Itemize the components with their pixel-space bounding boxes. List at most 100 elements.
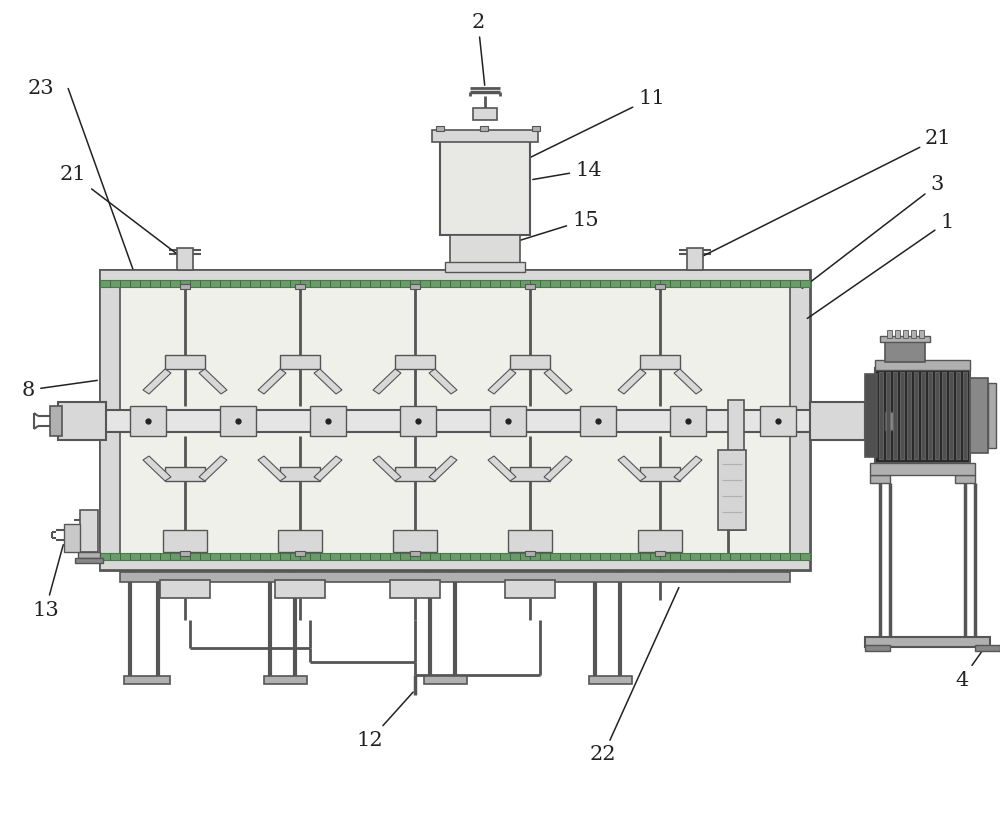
Polygon shape [488,456,516,481]
Bar [55,410,925,432]
Text: 15: 15 [508,211,599,244]
Text: 3: 3 [802,175,943,288]
Bar [393,530,437,552]
Bar [935,372,939,459]
Bar [395,355,435,369]
Bar [80,510,98,552]
Bar [100,280,810,287]
Polygon shape [373,456,401,481]
Polygon shape [258,369,286,394]
Bar [975,645,1000,651]
Bar [880,336,930,342]
Text: 11: 11 [527,88,665,159]
Bar [165,355,205,369]
Bar [75,558,103,563]
Bar [445,262,525,272]
Bar [687,248,703,270]
Bar [473,108,497,120]
Bar [280,355,320,369]
Bar [395,467,435,481]
Bar [180,284,190,289]
Bar [956,372,960,459]
Bar [390,580,440,598]
Bar [728,400,744,530]
Bar [410,551,420,556]
Bar [410,284,420,289]
Bar [490,406,526,436]
Bar [921,372,925,459]
Bar [638,530,682,552]
Text: 23: 23 [28,78,55,97]
Bar [865,637,990,647]
Bar [949,372,953,459]
Bar [400,406,436,436]
Text: 1: 1 [807,212,953,318]
Polygon shape [314,369,342,394]
Bar [100,270,810,284]
Bar [295,551,305,556]
Bar [275,580,325,598]
Bar [942,372,946,459]
Bar [810,402,865,440]
Polygon shape [143,456,171,481]
Bar [886,372,890,459]
Bar [505,580,555,598]
Bar [879,372,883,459]
Text: 13: 13 [32,544,63,619]
Bar [955,475,975,483]
Bar [177,248,193,270]
Bar [450,235,520,270]
Bar [532,126,540,131]
Bar [163,530,207,552]
Bar [180,551,190,556]
Bar [424,676,467,684]
Bar [911,330,916,338]
Bar [928,372,932,459]
Bar [220,406,256,436]
Polygon shape [373,369,401,394]
Bar [870,475,890,483]
Bar [124,676,170,684]
Bar [914,372,918,459]
Bar [165,467,205,481]
Bar [525,551,535,556]
Bar [295,284,305,289]
Polygon shape [199,456,227,481]
Bar [432,130,538,142]
Polygon shape [674,369,702,394]
Bar [885,412,893,430]
Bar [907,372,911,459]
Bar [903,330,908,338]
Bar [895,330,900,338]
Polygon shape [429,369,457,394]
Bar [50,406,62,436]
Text: 21: 21 [60,166,183,259]
Bar [970,378,988,453]
Polygon shape [618,369,646,394]
Bar [870,463,975,475]
Bar [525,284,535,289]
Bar [963,372,967,459]
Bar [670,406,706,436]
Bar [78,552,100,558]
Bar [919,330,924,338]
Bar [100,553,810,560]
Polygon shape [314,456,342,481]
Polygon shape [488,369,516,394]
Polygon shape [544,456,572,481]
Polygon shape [199,369,227,394]
Polygon shape [258,456,286,481]
Polygon shape [618,456,646,481]
Bar [865,405,893,437]
Bar [580,406,616,436]
Bar [885,340,925,362]
Polygon shape [429,456,457,481]
Bar [100,270,810,570]
Text: 8: 8 [22,380,97,400]
Bar [887,330,892,338]
Bar [875,360,970,370]
Bar [718,450,746,530]
Bar [988,383,996,448]
Bar [640,467,680,481]
Bar [120,572,790,582]
